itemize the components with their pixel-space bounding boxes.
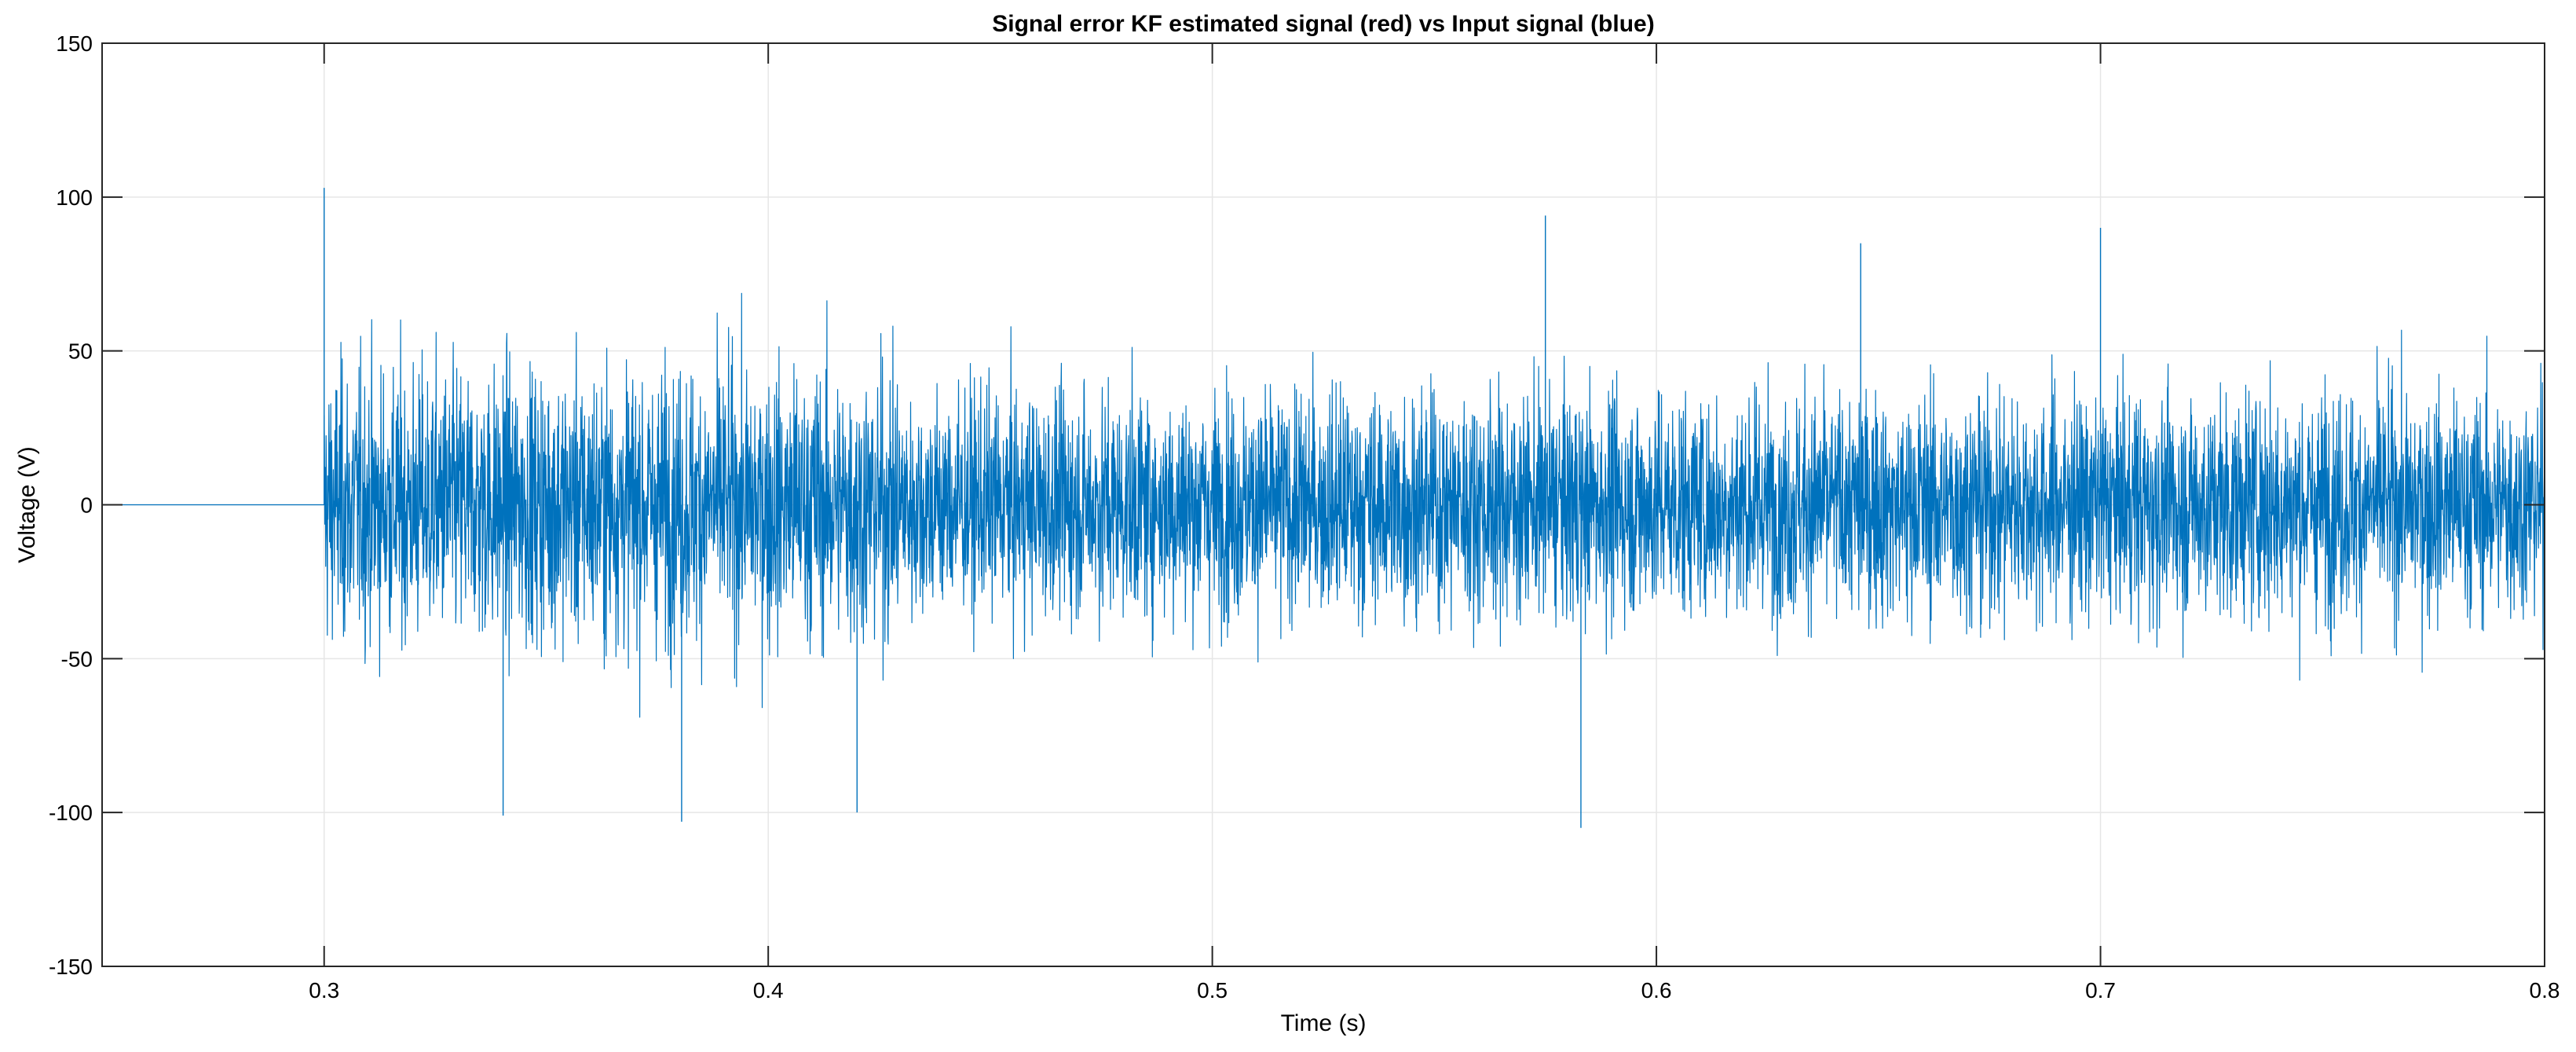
x-tick-label: 0.6 bbox=[1641, 978, 1672, 1003]
series-line bbox=[102, 292, 2545, 718]
tick-labels: 0.3 0.4 0.5 0.6 0.7 0.8 150 100 50 0 -50 -100 -150 bbox=[49, 31, 2560, 1003]
y-tick-label: -100 bbox=[49, 801, 93, 825]
y-tick-label: -50 bbox=[61, 647, 93, 671]
axes-layer bbox=[101, 42, 2545, 967]
y-axis-label: Voltage (V) bbox=[14, 446, 40, 563]
y-tick-label: 150 bbox=[56, 31, 93, 56]
series-layer bbox=[102, 188, 2545, 828]
y-tick-label: 100 bbox=[56, 185, 93, 210]
x-axis-label: Time (s) bbox=[1281, 1010, 1367, 1036]
chart-title: Signal error KF estimated signal (red) v… bbox=[992, 11, 1654, 37]
x-tick-label: 0.5 bbox=[1197, 978, 1228, 1003]
x-tick-label: 0.8 bbox=[2530, 978, 2560, 1003]
x-tick-label: 0.3 bbox=[309, 978, 339, 1003]
y-tick-label: -150 bbox=[49, 955, 93, 979]
x-tick-label: 0.4 bbox=[753, 978, 784, 1003]
x-tick-label: 0.7 bbox=[2085, 978, 2116, 1003]
y-tick-label: 0 bbox=[80, 493, 93, 518]
y-tick-label: 50 bbox=[68, 339, 93, 364]
